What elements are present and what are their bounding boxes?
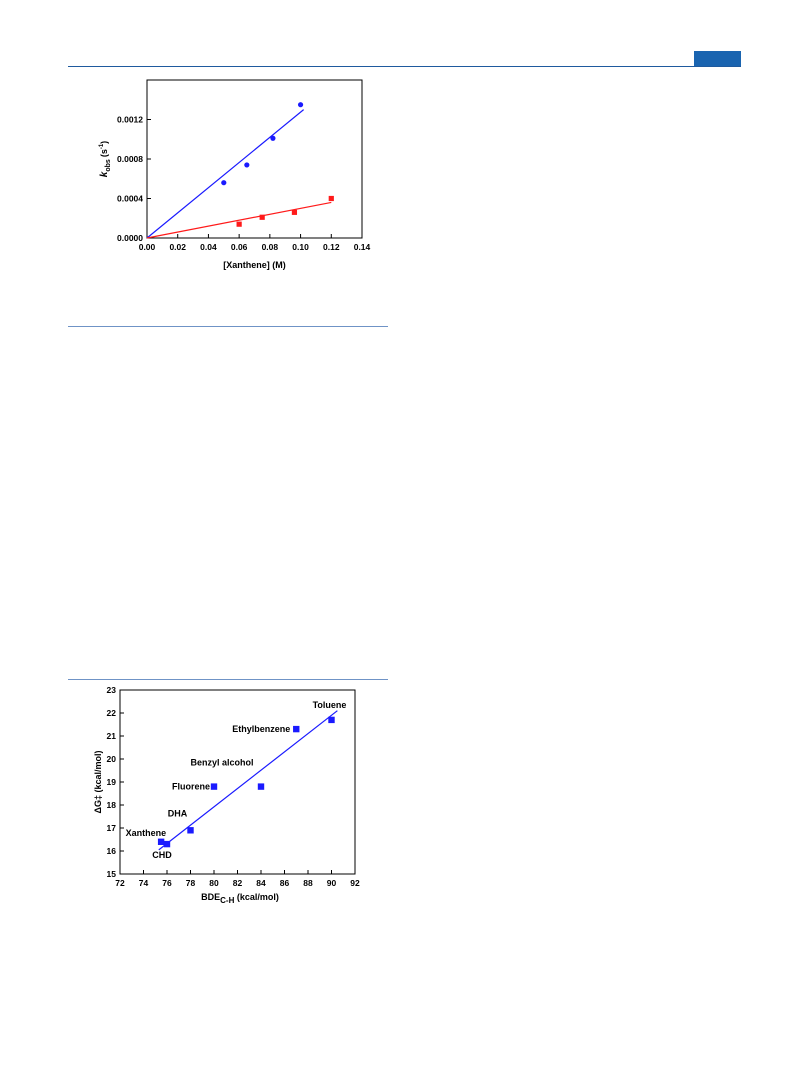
- x-tick-label: 88: [303, 878, 313, 888]
- data-point: [210, 783, 218, 790]
- y-tick-label: 19: [107, 777, 117, 787]
- x-tick-label: 82: [233, 878, 243, 888]
- x-tick-label: 0.04: [200, 242, 217, 252]
- x-tick-label: 72: [115, 878, 125, 888]
- y-axis-label-sup: -1: [99, 143, 105, 149]
- y-tick-label: 0.0008: [117, 154, 143, 164]
- plot-frame: [146, 79, 363, 239]
- y-tick-label: 23: [107, 685, 117, 695]
- x-tick-label: 84: [256, 878, 266, 888]
- data-points: [221, 102, 334, 227]
- data-point: [328, 716, 335, 724]
- x-tick-label: 76: [162, 878, 172, 888]
- fit-line: [158, 710, 338, 851]
- x-tick-label: 0.00: [139, 242, 156, 252]
- data-point: [221, 180, 227, 186]
- dg-vs-bde-chart: 72 74 76 78 80 82 84 86 88 90 92 15 16 17 18 19 20 21 22 2…: [93, 685, 360, 905]
- y-tick-label: 16: [107, 846, 117, 856]
- data-point: [257, 783, 265, 790]
- x-tick-label: 0.10: [292, 242, 309, 252]
- x-axis-label-base: BDE: [201, 892, 220, 902]
- y-axis-ticks: 0.0000 0.0004 0.0008 0.0012: [117, 115, 151, 243]
- y-tick-label: 15: [107, 869, 117, 879]
- y-axis-label-unit: (s: [99, 149, 109, 157]
- y-tick-label: 0.0012: [117, 115, 143, 125]
- point-label: Xanthene: [126, 828, 167, 838]
- x-tick-label: 0.08: [262, 242, 279, 252]
- data-point: [293, 725, 300, 733]
- x-tick-label: 0.02: [169, 242, 186, 252]
- x-tick-label: 80: [209, 878, 219, 888]
- y-tick-label: 17: [107, 823, 117, 833]
- fit-lines: [146, 109, 332, 239]
- y-tick-label: 22: [107, 708, 117, 718]
- data-point: [328, 195, 334, 202]
- point-label: Toluene: [313, 700, 347, 710]
- x-tick-label: 0.14: [354, 242, 371, 252]
- fit-line: [146, 109, 305, 239]
- data-point: [236, 221, 242, 227]
- data-point: [163, 840, 171, 848]
- y-tick-label: 18: [107, 800, 117, 810]
- data-point: [297, 102, 304, 108]
- fit-lines: [158, 710, 338, 851]
- y-axis-label-sub: obs: [105, 159, 112, 172]
- x-tick-label: 92: [350, 878, 360, 888]
- kobs-vs-xanthene-chart: 0.00 0.02 0.04 0.06 0.08 0.10 0.12 0.14 0.00000…: [99, 79, 371, 270]
- x-axis-ticks: 72 74 76 78 80 82 84 86 88 90 92: [115, 870, 360, 888]
- section-separator: [68, 679, 388, 680]
- x-axis-label: [Xanthene] (M): [223, 260, 286, 270]
- point-label: CHD: [152, 850, 172, 860]
- header-accent-tab: [694, 51, 741, 66]
- header-rule: [68, 66, 741, 67]
- x-tick-label: 0.12: [323, 242, 340, 252]
- y-tick-label: 0.0004: [117, 194, 143, 204]
- y-axis-ticks: 15 16 17 18 19 20 21 22 23: [107, 685, 124, 879]
- y-tick-label: 21: [107, 731, 117, 741]
- point-labels: Xanthene CHD DHA Fluorene Benzyl alcohol Ethy…: [126, 700, 347, 860]
- x-axis-label: BDEC-H (kcal/mol): [201, 892, 279, 905]
- y-axis-label-k: k: [99, 171, 110, 177]
- point-label: Fluorene: [172, 782, 210, 792]
- x-axis-ticks: 0.00 0.02 0.04 0.06 0.08 0.10 0.12 0.14: [139, 234, 371, 252]
- x-tick-label: 90: [327, 878, 337, 888]
- data-point: [259, 214, 265, 220]
- x-axis-label-unit: (kcal/mol): [234, 892, 279, 902]
- data-point: [187, 827, 194, 834]
- x-tick-label: 0.06: [231, 242, 248, 252]
- data-point: [291, 209, 298, 215]
- data-point: [244, 162, 250, 168]
- x-axis-label-sub: C-H: [220, 896, 234, 905]
- y-tick-label: 20: [107, 754, 117, 764]
- y-tick-label: 0.0000: [117, 233, 143, 243]
- data-points: [157, 716, 335, 848]
- data-point: [157, 838, 165, 845]
- section-separator: [68, 326, 388, 327]
- y-axis-label: kobs (s-1): [99, 141, 112, 177]
- fit-line: [146, 201, 332, 239]
- point-label: DHA: [168, 808, 188, 818]
- point-label: Benzyl alcohol: [190, 758, 253, 768]
- data-point: [270, 135, 276, 141]
- y-axis-label-close: ): [99, 141, 109, 144]
- plot-frame: [119, 689, 356, 875]
- point-label: Ethylbenzene: [232, 724, 290, 734]
- x-tick-label: 86: [280, 878, 290, 888]
- y-axis-label: ΔG‡ (kcal/mol): [93, 751, 103, 814]
- x-tick-label: 78: [186, 878, 196, 888]
- x-tick-label: 74: [139, 878, 149, 888]
